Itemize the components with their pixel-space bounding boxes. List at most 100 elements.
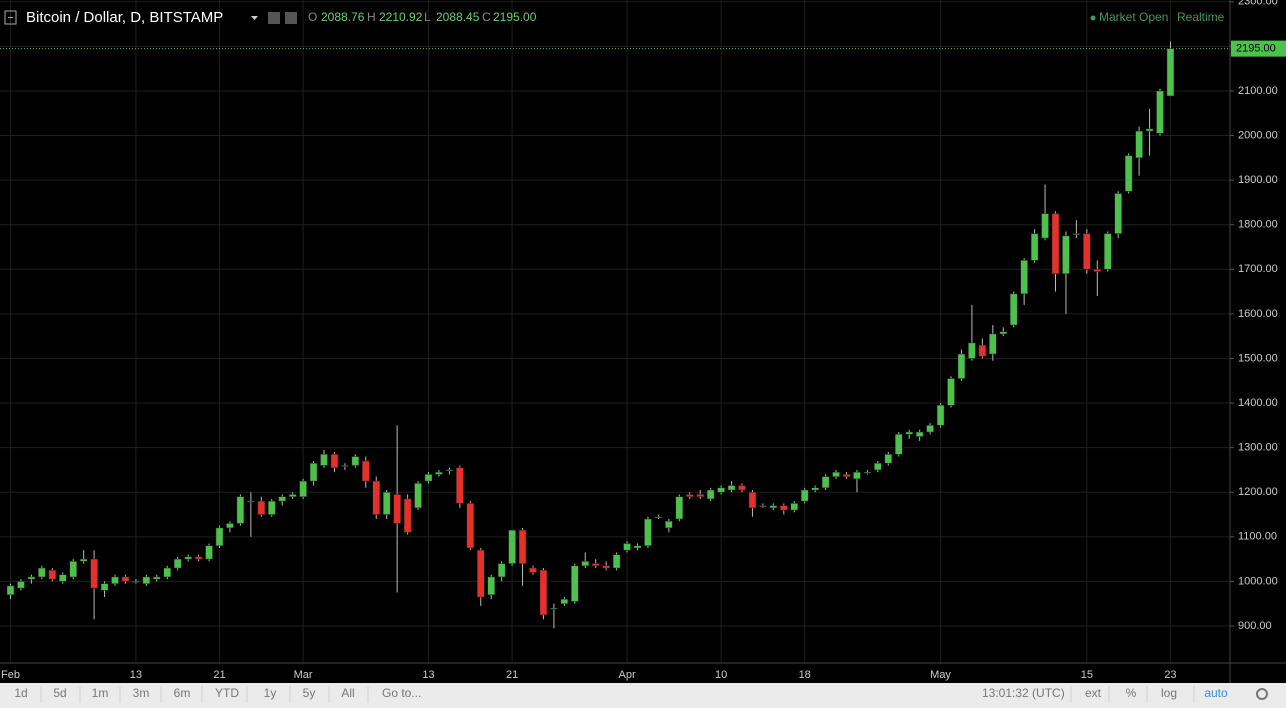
candle-body xyxy=(591,563,600,567)
candle-body xyxy=(236,496,245,524)
y-tick-label: 1700.00 xyxy=(1238,263,1278,275)
candle-body xyxy=(1020,260,1028,295)
candle-body xyxy=(612,554,621,569)
candle-body xyxy=(821,476,830,489)
candle-body xyxy=(59,574,67,582)
y-tick-label: 2000.00 xyxy=(1238,129,1278,141)
candle-body xyxy=(456,467,464,504)
candle-body xyxy=(205,545,213,560)
candle-body xyxy=(915,431,924,437)
x-tick-label: 13 xyxy=(130,669,142,681)
candle-body xyxy=(571,565,579,602)
y-tick-label: 1300.00 xyxy=(1238,442,1278,454)
y-tick-label: 1800.00 xyxy=(1238,219,1278,231)
option-button[interactable]: % xyxy=(1126,686,1137,700)
y-tick-label: 1100.00 xyxy=(1238,531,1277,543)
candle-body xyxy=(477,549,485,598)
candle-body xyxy=(38,567,46,578)
market-status: Market Open xyxy=(1099,10,1168,24)
ohlc-text: 2210.92 xyxy=(379,10,423,24)
candle-body xyxy=(247,500,255,503)
option-button[interactable]: log xyxy=(1161,686,1177,700)
dropdown-arrow[interactable] xyxy=(251,16,258,20)
candle-body xyxy=(696,494,704,497)
candle-body xyxy=(633,545,642,549)
chart-title[interactable]: Bitcoin / Dollar, D, BITSTAMP xyxy=(26,9,223,26)
candle-body xyxy=(884,454,893,464)
range-button[interactable]: YTD xyxy=(215,686,239,700)
candle-body xyxy=(905,431,913,435)
candle-body xyxy=(1104,233,1112,270)
candle-body xyxy=(487,576,495,596)
range-button[interactable]: 5d xyxy=(53,686,66,700)
y-tick-label: 2300.00 xyxy=(1238,0,1278,8)
candle-body xyxy=(1156,90,1164,134)
option-button[interactable]: auto xyxy=(1204,686,1228,700)
candle-body xyxy=(947,378,955,406)
candle-body xyxy=(1114,193,1122,234)
icon-settings[interactable] xyxy=(268,12,280,24)
option-button[interactable]: ext xyxy=(1085,686,1102,700)
candle-body xyxy=(288,494,297,497)
candle-body xyxy=(623,543,631,551)
x-tick-label: 15 xyxy=(1081,669,1093,681)
y-tick-label: 1200.00 xyxy=(1238,486,1278,498)
candle-body xyxy=(1041,213,1049,239)
candle-body xyxy=(1145,128,1154,132)
y-tick-label: 1900.00 xyxy=(1238,174,1278,186)
x-tick-label: May xyxy=(930,669,951,681)
range-button[interactable]: 6m xyxy=(174,686,191,700)
collapse-icon[interactable] xyxy=(4,10,17,25)
candle-body xyxy=(268,500,276,515)
goto-button[interactable]: Go to... xyxy=(382,686,421,700)
y-tick-label: 2100.00 xyxy=(1238,85,1278,97)
grid xyxy=(0,0,1230,663)
x-tick-label: 23 xyxy=(1164,669,1176,681)
toolbar-bg xyxy=(0,683,1286,708)
ohlc-text: L xyxy=(424,10,431,24)
candle-body xyxy=(153,576,161,580)
candle-body xyxy=(811,487,819,491)
candle-body xyxy=(299,480,307,497)
candle-body xyxy=(362,460,370,482)
candle-body xyxy=(686,494,694,497)
range-button[interactable]: 1d xyxy=(14,686,27,700)
candle-body xyxy=(602,565,610,569)
candle-body xyxy=(1166,48,1175,97)
candle-body xyxy=(560,598,569,604)
range-button[interactable]: 1m xyxy=(92,686,109,700)
candle-body xyxy=(999,331,1007,335)
candle-body xyxy=(341,465,349,467)
y-tick-label: 900.00 xyxy=(1238,620,1272,632)
candle-body xyxy=(581,561,589,567)
candle-body xyxy=(163,567,171,578)
candles xyxy=(6,41,1175,629)
candle-body xyxy=(550,607,558,610)
candle-body xyxy=(330,454,339,468)
candle-body xyxy=(842,474,851,477)
y-tick-label: 1000.00 xyxy=(1238,575,1278,587)
candle-body xyxy=(1062,235,1070,275)
range-button[interactable]: 5y xyxy=(303,686,316,700)
candle-body xyxy=(90,558,98,589)
settings-gear[interactable] xyxy=(1256,688,1268,700)
candle-body xyxy=(644,518,652,546)
candle-body xyxy=(518,529,527,564)
range-button[interactable]: 3m xyxy=(133,686,150,700)
candle-body xyxy=(79,558,88,562)
candle-body xyxy=(853,471,861,480)
status-dot xyxy=(1090,15,1096,21)
range-button[interactable]: All xyxy=(341,686,354,700)
candle-body xyxy=(727,485,736,491)
header: Bitcoin / Dollar, D, BITSTAMP xyxy=(4,9,1096,26)
candle-body xyxy=(978,344,987,357)
x-tick-label: 18 xyxy=(799,669,811,681)
candle-body xyxy=(309,463,318,482)
icon-close[interactable] xyxy=(285,12,297,24)
candle-body xyxy=(403,498,412,533)
candle-body xyxy=(351,456,360,466)
range-button[interactable]: 1y xyxy=(264,686,277,700)
candle-body xyxy=(989,333,997,355)
